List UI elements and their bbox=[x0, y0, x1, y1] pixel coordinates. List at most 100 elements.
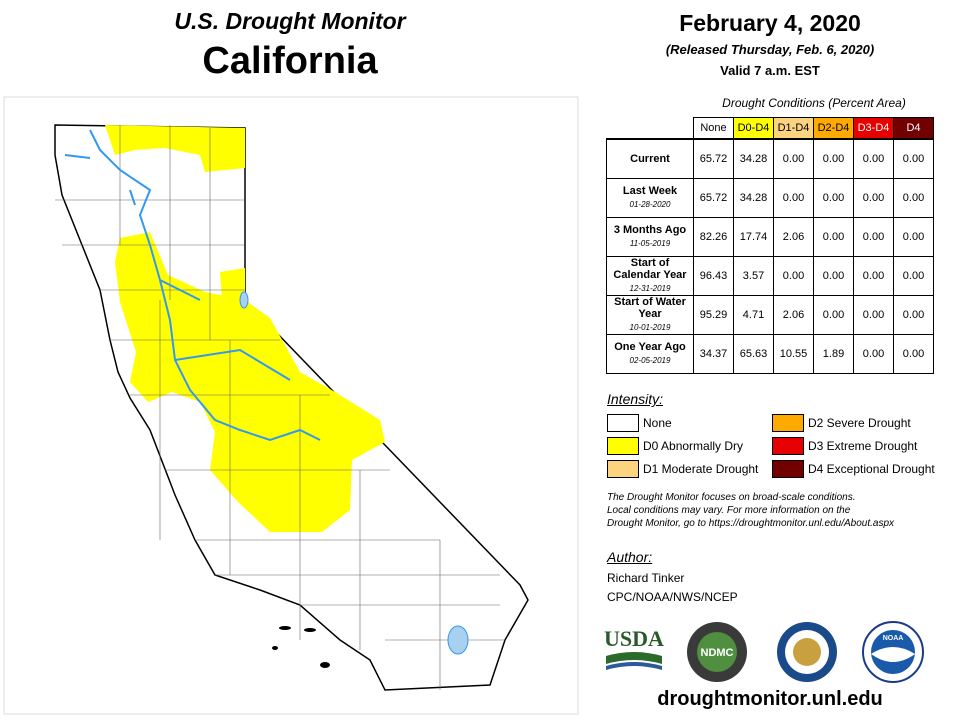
islands bbox=[272, 626, 330, 668]
row-name: Current bbox=[630, 153, 670, 165]
cell: 96.43 bbox=[693, 256, 734, 296]
cell: 0.00 bbox=[813, 138, 854, 179]
note-line: Drought Monitor, go to https://droughtmo… bbox=[607, 518, 895, 529]
released: (Released Thursday, Feb. 6, 2020) bbox=[665, 42, 875, 57]
row-label: Current bbox=[606, 138, 694, 179]
column-header: D1-D4 bbox=[773, 117, 814, 140]
map bbox=[3, 96, 579, 715]
cell: 0.00 bbox=[853, 178, 894, 218]
cell: 2.06 bbox=[773, 217, 814, 257]
cell: 3.57 bbox=[733, 256, 774, 296]
valid: Valid 7 a.m. EST bbox=[720, 63, 820, 78]
logo-text: NOAA bbox=[883, 635, 904, 642]
legend-label: D3 Extreme Drought bbox=[808, 439, 918, 453]
row-name: Last Week bbox=[622, 185, 678, 197]
row-date: 12-31-2019 bbox=[629, 284, 671, 293]
column-header: D0-D4 bbox=[733, 117, 774, 140]
row-name: Start of Calendar Year bbox=[613, 257, 687, 281]
cell: 0.00 bbox=[893, 178, 934, 218]
cell: 10.55 bbox=[773, 334, 814, 374]
note-line: The Drought Monitor focuses on broad-sca… bbox=[607, 492, 856, 503]
legend-swatch bbox=[772, 414, 804, 432]
logo-text: USDA bbox=[604, 626, 664, 651]
cell: 0.00 bbox=[773, 138, 814, 179]
cell: 95.29 bbox=[693, 295, 734, 335]
legend-swatch bbox=[607, 414, 639, 432]
row-name: One Year Ago bbox=[614, 341, 686, 353]
cell: 65.63 bbox=[733, 334, 774, 374]
cell: 0.00 bbox=[853, 256, 894, 296]
legend-title: Intensity: bbox=[607, 391, 664, 407]
cell: 0.00 bbox=[773, 178, 814, 218]
ndmc-logo: NDMC bbox=[687, 622, 747, 682]
logo-text: NDMC bbox=[701, 647, 734, 659]
state: California bbox=[202, 40, 378, 82]
table-row: Start of Water Year 10-01-2019 95.29 4.71 2.… bbox=[606, 295, 934, 335]
legend-label: D4 Exceptional Drought bbox=[808, 462, 935, 476]
usda-logo: USDA bbox=[604, 626, 664, 670]
row-name: 3 Months Ago bbox=[613, 224, 687, 236]
title: U.S. Drought Monitor bbox=[174, 8, 406, 34]
column-header: None bbox=[693, 117, 734, 140]
lakes bbox=[239, 291, 469, 655]
table-body: None D0-D4 D1-D4 D2-D4 D3-D4 D4 Current 65.72 34… bbox=[606, 117, 934, 374]
cell: 0.00 bbox=[813, 178, 854, 218]
doc-logo bbox=[777, 622, 837, 682]
table-row: Start of Calendar Year 12-31-2019 96.43 3.5… bbox=[606, 256, 934, 296]
cell: 0.00 bbox=[853, 138, 894, 179]
cell: 4.71 bbox=[733, 295, 774, 335]
column-header: D4 bbox=[893, 117, 934, 140]
cell: 0.00 bbox=[813, 217, 854, 257]
table-row: Last Week 01-28-2020 65.72 34.28 0.00 0.00 0.0… bbox=[606, 178, 934, 218]
legend-label: D1 Moderate Drought bbox=[643, 462, 759, 476]
row-date: 02-05-2019 bbox=[629, 356, 671, 365]
row-label: Last Week 01-28-2020 bbox=[606, 178, 694, 218]
cell: 82.26 bbox=[693, 217, 734, 257]
row-label: One Year Ago 02-05-2019 bbox=[606, 334, 694, 374]
county-lines bbox=[55, 125, 505, 690]
corner bbox=[607, 118, 694, 140]
row-label: 3 Months Ago 11-05-2019 bbox=[606, 217, 694, 257]
cell: 0.00 bbox=[893, 217, 934, 257]
row-label: Start of Water Year 10-01-2019 bbox=[606, 295, 694, 335]
column-header: D2-D4 bbox=[813, 117, 854, 140]
cell: 34.28 bbox=[733, 178, 774, 218]
legend-swatch bbox=[772, 460, 804, 478]
noaa-logo: NOAA bbox=[862, 621, 924, 683]
row-name: Start of Water Year bbox=[614, 296, 686, 320]
legend-label: None bbox=[643, 416, 672, 430]
cell: 2.06 bbox=[773, 295, 814, 335]
cell: 65.72 bbox=[693, 178, 734, 218]
cell: 0.00 bbox=[853, 334, 894, 374]
stats-table: None D0-D4 D1-D4 D2-D4 D3-D4 D4 Current 65.72 34… bbox=[606, 117, 934, 374]
table-row: One Year Ago 02-05-2019 34.37 65.63 10.55 1.8… bbox=[606, 334, 934, 374]
legend-swatch bbox=[607, 460, 639, 478]
row-date: 11-05-2019 bbox=[629, 239, 671, 248]
author-org: CPC/NOAA/NWS/NCEP bbox=[607, 590, 738, 604]
legend-swatch bbox=[772, 437, 804, 455]
table-caption: Drought Conditions (Percent Area) bbox=[722, 96, 906, 110]
header-row: None D0-D4 D1-D4 D2-D4 D3-D4 D4 bbox=[607, 117, 934, 140]
table-row: 3 Months Ago 11-05-2019 82.26 17.74 2.06 0.00… bbox=[606, 217, 934, 257]
cell: 65.72 bbox=[693, 138, 734, 179]
date: February 4, 2020 bbox=[679, 10, 861, 36]
logos: USDA NDMC NOAA bbox=[604, 621, 924, 683]
cell: 0.00 bbox=[893, 138, 934, 179]
cell: 0.00 bbox=[893, 334, 934, 374]
cell: 0.00 bbox=[853, 217, 894, 257]
cell: 0.00 bbox=[773, 256, 814, 296]
note: The Drought Monitor focuses on broad-sca… bbox=[607, 491, 894, 530]
cell: 0.00 bbox=[813, 295, 854, 335]
rivers bbox=[64, 129, 321, 442]
legend-label: D0 Abnormally Dry bbox=[643, 439, 744, 453]
row-date: 01-28-2020 bbox=[629, 200, 671, 209]
cell: 17.74 bbox=[733, 217, 774, 257]
footer-url: droughtmonitor.unl.edu bbox=[657, 688, 883, 710]
column-header: D3-D4 bbox=[853, 117, 894, 140]
author-title: Author: bbox=[607, 549, 653, 565]
cell: 0.00 bbox=[813, 256, 854, 296]
cell: 0.00 bbox=[893, 295, 934, 335]
cell: 0.00 bbox=[853, 295, 894, 335]
note-line: Local conditions may vary. For more info… bbox=[607, 505, 851, 516]
